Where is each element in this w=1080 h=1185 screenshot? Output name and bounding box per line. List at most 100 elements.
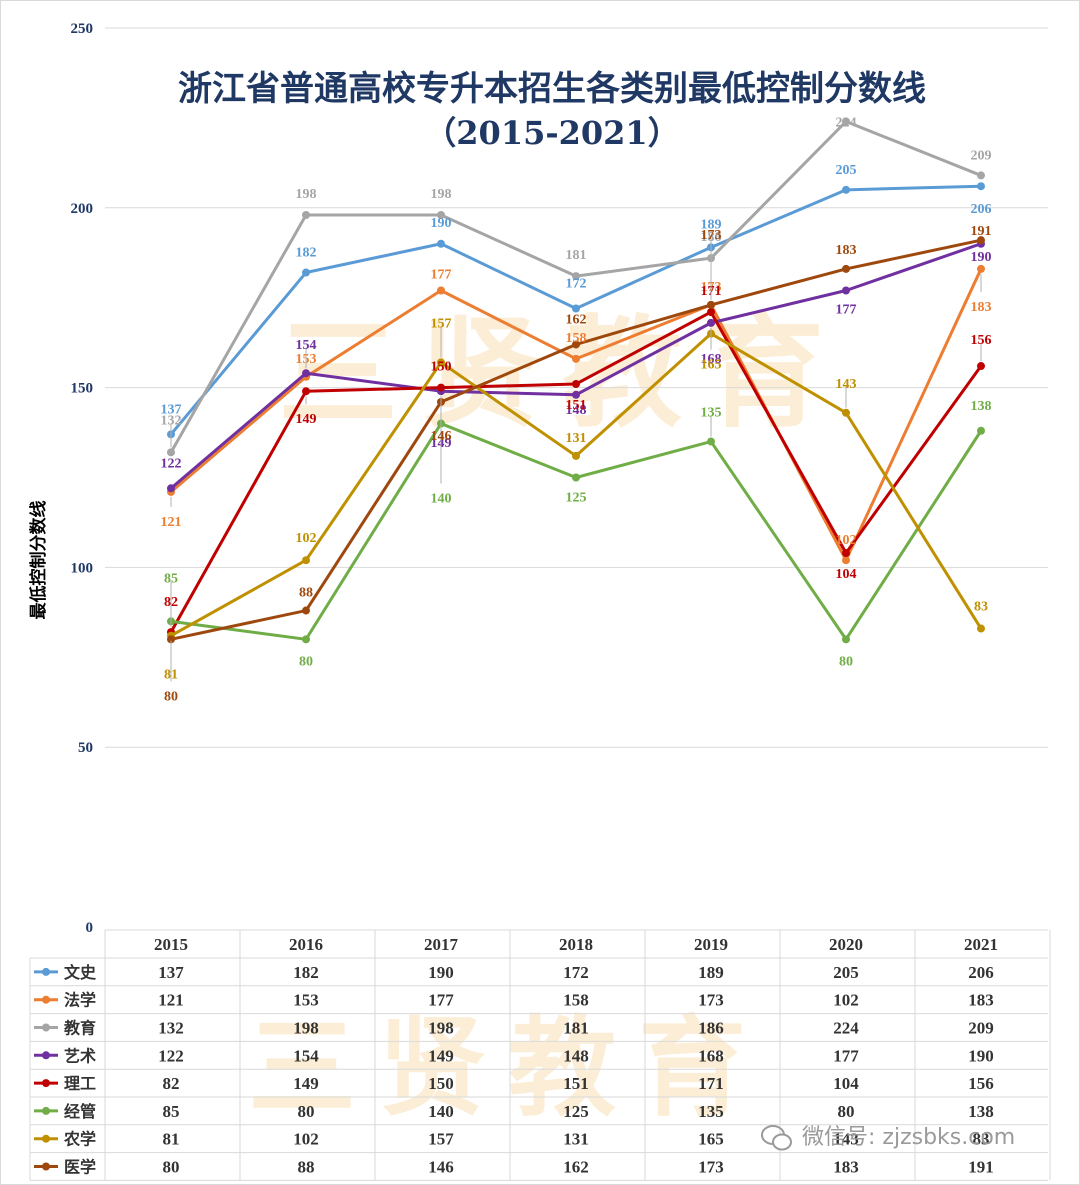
data-point bbox=[167, 448, 175, 457]
table-cell: 85 bbox=[163, 1102, 180, 1121]
data-point bbox=[842, 117, 850, 126]
table-cell: 135 bbox=[698, 1102, 724, 1121]
table-cell: 149 bbox=[428, 1046, 454, 1065]
wechat-icon bbox=[761, 1125, 792, 1151]
y-tick-label: 100 bbox=[71, 560, 94, 576]
data-label: 224 bbox=[836, 115, 857, 130]
data-point bbox=[437, 358, 445, 367]
table-cell: 183 bbox=[968, 991, 994, 1010]
table-cell: 148 bbox=[563, 1046, 589, 1065]
wechat-footer: 微信号: zjzsbks.com bbox=[761, 1125, 1015, 1151]
legend-key-marker bbox=[42, 1106, 50, 1115]
table-cell: 138 bbox=[968, 1102, 994, 1121]
table-cell: 191 bbox=[968, 1158, 994, 1177]
table-cell: 173 bbox=[698, 991, 724, 1010]
table-cell: 181 bbox=[563, 1019, 589, 1038]
legend-key-marker bbox=[42, 1162, 50, 1171]
table-cell: 165 bbox=[698, 1130, 724, 1149]
data-point bbox=[167, 635, 175, 644]
y-tick-label: 250 bbox=[71, 21, 94, 37]
data-point bbox=[842, 556, 850, 565]
data-point bbox=[707, 300, 715, 309]
data-label: 158 bbox=[566, 331, 587, 346]
x-category-label: 2021 bbox=[964, 935, 998, 954]
table-cell: 132 bbox=[158, 1019, 184, 1038]
watermark-text: 三贤教育 bbox=[248, 1006, 768, 1131]
table-cell: 183 bbox=[833, 1158, 859, 1177]
data-label: 183 bbox=[836, 243, 857, 258]
table-cell: 137 bbox=[158, 963, 184, 982]
table-cell: 80 bbox=[163, 1158, 180, 1177]
data-point bbox=[977, 182, 985, 191]
data-label: 165 bbox=[701, 358, 722, 373]
watermark-text: 三贤教育 bbox=[278, 305, 846, 444]
table-cell: 158 bbox=[563, 991, 589, 1010]
data-label: 162 bbox=[566, 312, 587, 327]
data-label: 85 bbox=[164, 571, 178, 586]
legend-series-name: 法学 bbox=[64, 991, 96, 1010]
data-label: 177 bbox=[836, 303, 857, 318]
legend-key-marker bbox=[42, 1023, 50, 1032]
legend-series-name: 经管 bbox=[64, 1102, 96, 1121]
data-label: 190 bbox=[431, 216, 452, 231]
data-label: 146 bbox=[431, 429, 452, 444]
data-point bbox=[977, 236, 985, 245]
data-label: 102 bbox=[296, 531, 317, 546]
data-label: 80 bbox=[164, 689, 178, 704]
chart-title: 浙江省普通高校专升本招生各类别最低控制分数线 bbox=[178, 69, 926, 109]
data-point bbox=[977, 362, 985, 371]
data-point bbox=[572, 354, 580, 363]
data-label: 143 bbox=[836, 377, 857, 392]
table-cell: 83 bbox=[973, 1130, 990, 1149]
table-cell: 151 bbox=[563, 1074, 589, 1093]
x-category-label: 2016 bbox=[289, 935, 323, 954]
data-label: 177 bbox=[431, 268, 452, 283]
x-category-label: 2017 bbox=[424, 935, 459, 954]
data-label: 156 bbox=[971, 333, 992, 348]
table-cell: 189 bbox=[698, 963, 724, 982]
data-point bbox=[842, 635, 850, 644]
table-cell: 206 bbox=[968, 963, 994, 982]
data-point bbox=[302, 210, 310, 219]
table-cell: 121 bbox=[158, 991, 184, 1010]
data-point bbox=[842, 264, 850, 273]
table-cell: 146 bbox=[428, 1158, 454, 1177]
y-tick-label: 50 bbox=[78, 740, 93, 756]
data-label: 191 bbox=[971, 224, 992, 239]
data-label: 80 bbox=[299, 654, 313, 669]
table-cell: 224 bbox=[833, 1019, 859, 1038]
data-label: 183 bbox=[971, 300, 992, 315]
data-point bbox=[842, 408, 850, 417]
table-cell: 122 bbox=[158, 1046, 184, 1065]
table-cell: 177 bbox=[428, 991, 454, 1010]
data-point bbox=[437, 286, 445, 295]
table-cell: 209 bbox=[968, 1019, 994, 1038]
data-label: 137 bbox=[161, 402, 182, 417]
data-point bbox=[572, 390, 580, 399]
data-label: 209 bbox=[971, 148, 992, 163]
data-label: 186 bbox=[701, 230, 722, 245]
data-label: 140 bbox=[431, 492, 452, 507]
table-cell: 143 bbox=[833, 1130, 859, 1149]
table-cell: 190 bbox=[968, 1046, 994, 1065]
legend-series-name: 文史 bbox=[64, 963, 97, 982]
data-label: 157 bbox=[431, 316, 452, 331]
data-label: 172 bbox=[566, 276, 587, 291]
legend-series-name: 农学 bbox=[63, 1130, 96, 1149]
y-axis-label: 最低控制分数线 bbox=[28, 501, 49, 620]
data-label: 125 bbox=[566, 491, 587, 506]
legend-series-name: 教育 bbox=[64, 1019, 96, 1038]
data-point bbox=[437, 210, 445, 219]
legend-key-marker bbox=[42, 995, 50, 1004]
y-tick-label: 0 bbox=[86, 920, 94, 936]
data-label: 83 bbox=[974, 600, 988, 615]
table-cell: 80 bbox=[298, 1102, 315, 1121]
data-label: 182 bbox=[296, 246, 317, 261]
data-label: 173 bbox=[701, 228, 722, 243]
data-table: 2015 2016 2017 2018 2019 2020 2021 文史 137 182 190 1… bbox=[29, 929, 1051, 1181]
table-cell: 81 bbox=[163, 1130, 180, 1149]
y-tick-label: 150 bbox=[71, 381, 94, 397]
table-cell: 198 bbox=[428, 1019, 454, 1038]
y-tick-label: 200 bbox=[71, 201, 94, 217]
